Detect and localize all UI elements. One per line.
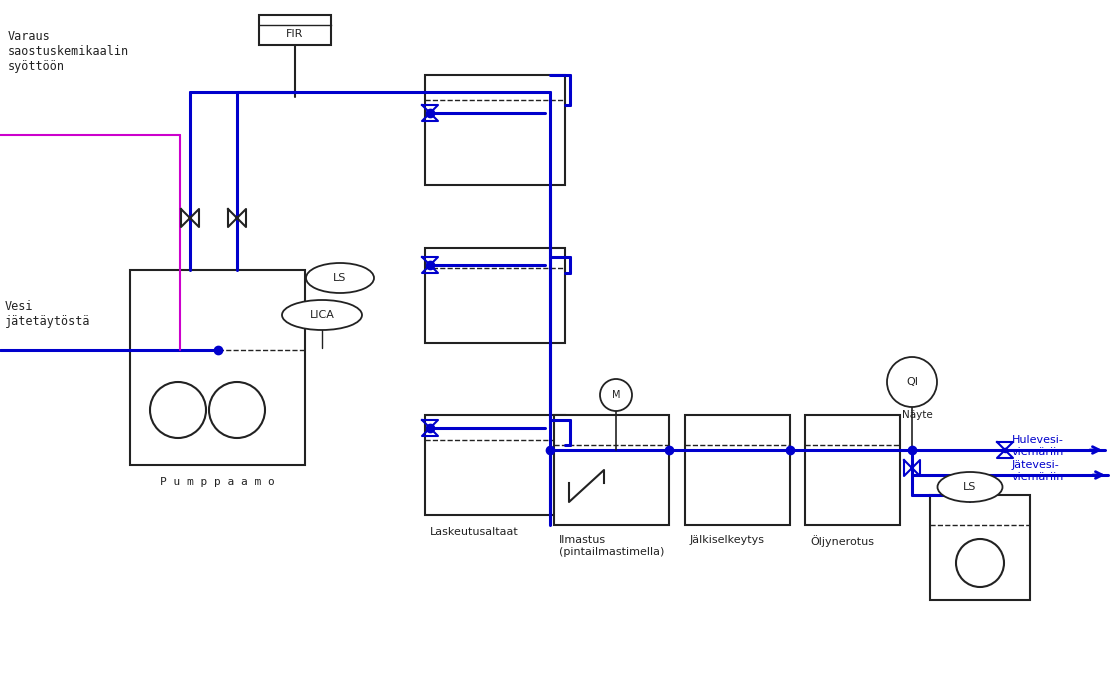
Circle shape xyxy=(956,539,1004,587)
Text: Varaus
saostuskemikaalin
syöttöön: Varaus saostuskemikaalin syöttöön xyxy=(8,30,129,73)
Text: LS: LS xyxy=(333,273,346,283)
Bar xyxy=(130,270,305,465)
Bar xyxy=(554,415,670,525)
Text: LICA: LICA xyxy=(310,310,334,320)
Text: Vesi
jätetäytöstä: Vesi jätetäytöstä xyxy=(4,300,90,328)
Bar xyxy=(426,415,565,515)
Ellipse shape xyxy=(306,263,374,293)
Ellipse shape xyxy=(282,300,362,330)
Bar xyxy=(685,415,790,525)
Circle shape xyxy=(600,379,632,411)
Text: LS: LS xyxy=(964,482,977,492)
Bar xyxy=(805,415,900,525)
Text: Jätevesi-
viemäriin: Jätevesi- viemäriin xyxy=(1012,460,1064,482)
Text: Ilmastus
(pintailmastimella): Ilmastus (pintailmastimella) xyxy=(559,535,664,557)
Text: Näyte: Näyte xyxy=(901,410,932,420)
Text: QI: QI xyxy=(906,377,918,387)
Text: FIR: FIR xyxy=(286,29,304,39)
Circle shape xyxy=(887,357,937,407)
Text: Jälkiselkeytys: Jälkiselkeytys xyxy=(690,535,765,545)
Bar xyxy=(930,495,1030,600)
Text: M: M xyxy=(612,390,620,400)
Ellipse shape xyxy=(938,472,1003,502)
Text: P u m p p a a m o: P u m p p a a m o xyxy=(160,477,275,487)
Text: Öljynerotus: Öljynerotus xyxy=(810,535,874,547)
Bar xyxy=(426,248,565,343)
Text: Laskeutusaltaat: Laskeutusaltaat xyxy=(430,527,519,537)
Circle shape xyxy=(209,382,265,438)
Text: Hulevesi-
viemäriin: Hulevesi- viemäriin xyxy=(1012,435,1064,456)
Circle shape xyxy=(150,382,206,438)
Bar xyxy=(258,15,331,45)
Bar xyxy=(426,75,565,185)
